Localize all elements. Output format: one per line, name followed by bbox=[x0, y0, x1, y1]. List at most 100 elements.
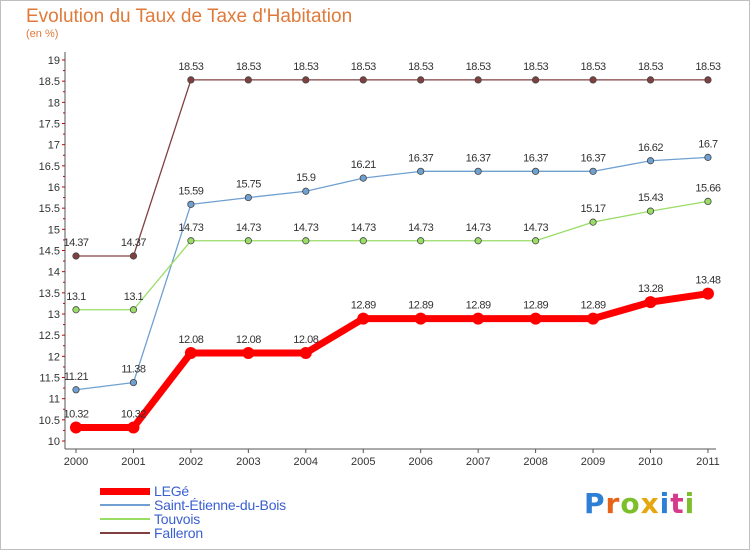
data-label: 13.28 bbox=[638, 283, 663, 295]
data-point bbox=[644, 296, 657, 309]
data-point bbox=[72, 252, 80, 260]
data-point bbox=[187, 200, 195, 208]
logo-letter: i bbox=[659, 487, 671, 520]
data-label: 14.73 bbox=[408, 222, 433, 234]
data-point bbox=[357, 312, 370, 325]
x-tick-label: 2002 bbox=[179, 456, 203, 468]
data-point bbox=[414, 312, 427, 325]
y-tick-label: 11 bbox=[49, 394, 60, 406]
data-label: 12.89 bbox=[408, 300, 433, 312]
data-label: 15.9 bbox=[296, 172, 316, 184]
data-label: 12.89 bbox=[466, 300, 491, 312]
y-tick-label: 14 bbox=[48, 267, 60, 279]
y-tick-label: 15.5 bbox=[39, 203, 60, 215]
legend-label: Saint-Étienne-du-Bois bbox=[154, 497, 286, 513]
data-label: 18.53 bbox=[466, 61, 491, 73]
logo-letter: t bbox=[670, 487, 685, 520]
legend-label: Falleron bbox=[154, 525, 203, 541]
data-point bbox=[589, 76, 597, 84]
data-label: 18.53 bbox=[293, 61, 318, 73]
data-point bbox=[187, 237, 195, 245]
series-4 bbox=[72, 76, 712, 260]
data-label: 18.53 bbox=[236, 61, 261, 73]
data-point bbox=[701, 287, 714, 300]
y-tick-label: 18.5 bbox=[39, 76, 60, 88]
data-point bbox=[359, 76, 367, 84]
data-label: 12.08 bbox=[236, 334, 261, 346]
y-tick-label: 15 bbox=[48, 224, 60, 236]
x-tick-label: 2008 bbox=[523, 456, 547, 468]
data-label: 18.53 bbox=[638, 61, 663, 73]
data-label: 16.37 bbox=[466, 152, 491, 164]
legend-swatch bbox=[100, 504, 150, 506]
y-tick-label: 17 bbox=[48, 140, 60, 152]
y-tick-label: 10.5 bbox=[39, 415, 60, 427]
data-label: 18.53 bbox=[695, 61, 720, 73]
y-tick-label: 12 bbox=[48, 351, 60, 363]
data-point bbox=[299, 346, 312, 359]
data-point bbox=[646, 157, 655, 165]
data-label: 18.53 bbox=[523, 61, 548, 73]
logo-letter: x bbox=[640, 487, 660, 520]
data-label: 14.73 bbox=[178, 222, 203, 234]
data-point bbox=[474, 167, 482, 175]
data-label: 16.37 bbox=[523, 152, 548, 164]
data-label: 15.17 bbox=[581, 203, 606, 215]
data-label: 13.1 bbox=[66, 291, 86, 303]
x-tick-label: 2001 bbox=[121, 456, 145, 468]
data-label: 16.21 bbox=[351, 159, 376, 171]
data-point bbox=[646, 207, 655, 215]
data-point bbox=[242, 346, 255, 359]
data-label: 10.32 bbox=[121, 408, 146, 420]
y-tick-label: 14.5 bbox=[39, 246, 60, 258]
data-point bbox=[646, 76, 655, 84]
data-label: 14.73 bbox=[466, 222, 491, 234]
data-point bbox=[244, 237, 252, 245]
data-point bbox=[129, 252, 138, 260]
x-tick-label: 2006 bbox=[408, 456, 432, 468]
data-label: 16.62 bbox=[638, 142, 663, 154]
data-point bbox=[129, 378, 138, 387]
y-tick-label: 19 bbox=[48, 55, 60, 67]
data-point bbox=[244, 193, 252, 202]
series-2 bbox=[72, 153, 712, 394]
x-tick-label: 2009 bbox=[581, 456, 605, 468]
data-point bbox=[474, 76, 482, 84]
data-label: 12.89 bbox=[581, 300, 606, 312]
data-label: 18.53 bbox=[178, 61, 203, 73]
x-axis-ticks: 2000 2001 2002 2003 2004 2005 2006 2007 2008 2009… bbox=[64, 449, 720, 468]
data-labels-layer: 10.32 10.32 12.08 12.08 12.08 12.89 12.89 12.89… bbox=[63, 61, 721, 421]
y-tick-label: 18 bbox=[48, 97, 60, 109]
x-tick-label: 2003 bbox=[236, 456, 260, 468]
data-label: 14.73 bbox=[293, 222, 318, 234]
chart-title: Evolution du Taux de Taxe d'Habitation bbox=[26, 6, 353, 27]
data-label: 11.21 bbox=[64, 371, 89, 383]
logo-letter: o bbox=[620, 487, 641, 520]
data-label: 15.66 bbox=[695, 182, 720, 194]
data-point bbox=[589, 218, 597, 226]
data-point bbox=[531, 76, 540, 84]
legend-swatch bbox=[100, 487, 150, 495]
data-point bbox=[529, 312, 542, 325]
data-point bbox=[129, 306, 138, 314]
data-label: 15.59 bbox=[178, 185, 203, 197]
data-point bbox=[70, 421, 82, 434]
y-tick-label: 12.5 bbox=[39, 330, 60, 342]
data-label: 12.89 bbox=[351, 300, 376, 312]
data-label: 18.53 bbox=[351, 61, 376, 73]
logo-letter: i bbox=[684, 487, 696, 520]
x-tick-label: 2004 bbox=[294, 456, 318, 468]
data-point bbox=[474, 237, 482, 245]
data-point bbox=[587, 312, 600, 325]
data-point bbox=[531, 167, 540, 175]
data-label: 13.48 bbox=[695, 275, 720, 287]
data-label: 14.37 bbox=[63, 237, 88, 249]
data-point bbox=[184, 346, 197, 359]
data-label: 12.08 bbox=[178, 334, 203, 346]
data-point bbox=[72, 386, 80, 394]
data-point bbox=[302, 76, 310, 84]
chart-unit: (en %) bbox=[26, 28, 59, 40]
logo-letter: P bbox=[584, 487, 606, 520]
